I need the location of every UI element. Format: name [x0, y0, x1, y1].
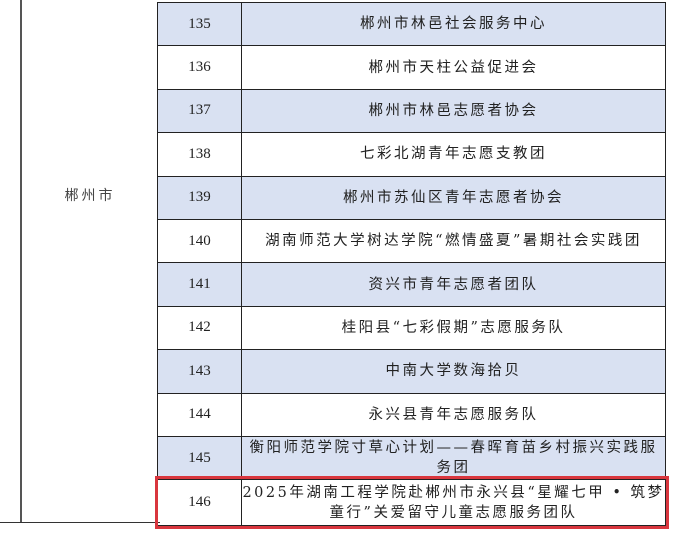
team-name: 中南大学数海拾贝 [241, 349, 666, 394]
row-number: 144 [157, 392, 242, 437]
row-number: 139 [157, 175, 242, 220]
team-name: 资兴市青年志愿者团队 [241, 262, 666, 307]
team-name: 桂阳县“七彩假期”志愿服务队 [241, 305, 666, 351]
table-row: 146 2025年湖南工程学院赴郴州市永兴县“星耀七甲 • 筑梦童行”关爱留守儿童… [157, 479, 666, 527]
team-name: 郴州市林邑社会服务中心 [241, 1, 666, 47]
row-number: 143 [157, 349, 242, 394]
region-cell: 郴州市 [64, 188, 116, 204]
row-number: 146 [157, 479, 242, 527]
team-name: 郴州市苏仙区青年志愿者协会 [241, 175, 666, 220]
table-row: 138 七彩北湖青年志愿支教团 [157, 132, 666, 177]
table-row: 140 湖南师范大学树达学院“燃情盛夏”暑期社会实践团 [157, 218, 666, 264]
table-row: 137 郴州市林邑志愿者协会 [157, 88, 666, 134]
team-name: 衡阳师范学院寸草心计划——春晖育苗乡村振兴实践服务团 [241, 435, 666, 481]
table-row: 143 中南大学数海拾贝 [157, 349, 666, 394]
team-name: 2025年湖南工程学院赴郴州市永兴县“星耀七甲 • 筑梦童行”关爱留守儿童志愿服… [241, 479, 666, 527]
team-name: 永兴县青年志愿服务队 [241, 392, 666, 437]
row-number: 137 [157, 88, 242, 134]
team-name: 郴州市林邑志愿者协会 [241, 88, 666, 134]
table-row: 145 衡阳师范学院寸草心计划——春晖育苗乡村振兴实践服务团 [157, 435, 666, 481]
table-left-border [20, 0, 22, 523]
table-row: 141 资兴市青年志愿者团队 [157, 262, 666, 307]
team-name: 郴州市天柱公益促进会 [241, 45, 666, 90]
row-number: 136 [157, 45, 242, 90]
team-name: 湖南师范大学树达学院“燃情盛夏”暑期社会实践团 [241, 218, 666, 264]
row-number: 140 [157, 218, 242, 264]
team-table: 135 郴州市林邑社会服务中心 136 郴州市天柱公益促进会 137 郴州市林邑志愿者协会… [157, 1, 666, 527]
row-number: 142 [157, 305, 242, 351]
table-row: 136 郴州市天柱公益促进会 [157, 45, 666, 90]
table-bottom-border [0, 522, 160, 523]
table-row: 135 郴州市林邑社会服务中心 [157, 1, 666, 47]
row-number: 135 [157, 1, 242, 47]
table-row: 142 桂阳县“七彩假期”志愿服务队 [157, 305, 666, 351]
row-number: 138 [157, 132, 242, 177]
table-row: 139 郴州市苏仙区青年志愿者协会 [157, 175, 666, 220]
table-row: 144 永兴县青年志愿服务队 [157, 392, 666, 437]
row-number: 141 [157, 262, 242, 307]
row-number: 145 [157, 435, 242, 481]
team-name: 七彩北湖青年志愿支教团 [241, 132, 666, 177]
highlight-box [155, 476, 669, 529]
